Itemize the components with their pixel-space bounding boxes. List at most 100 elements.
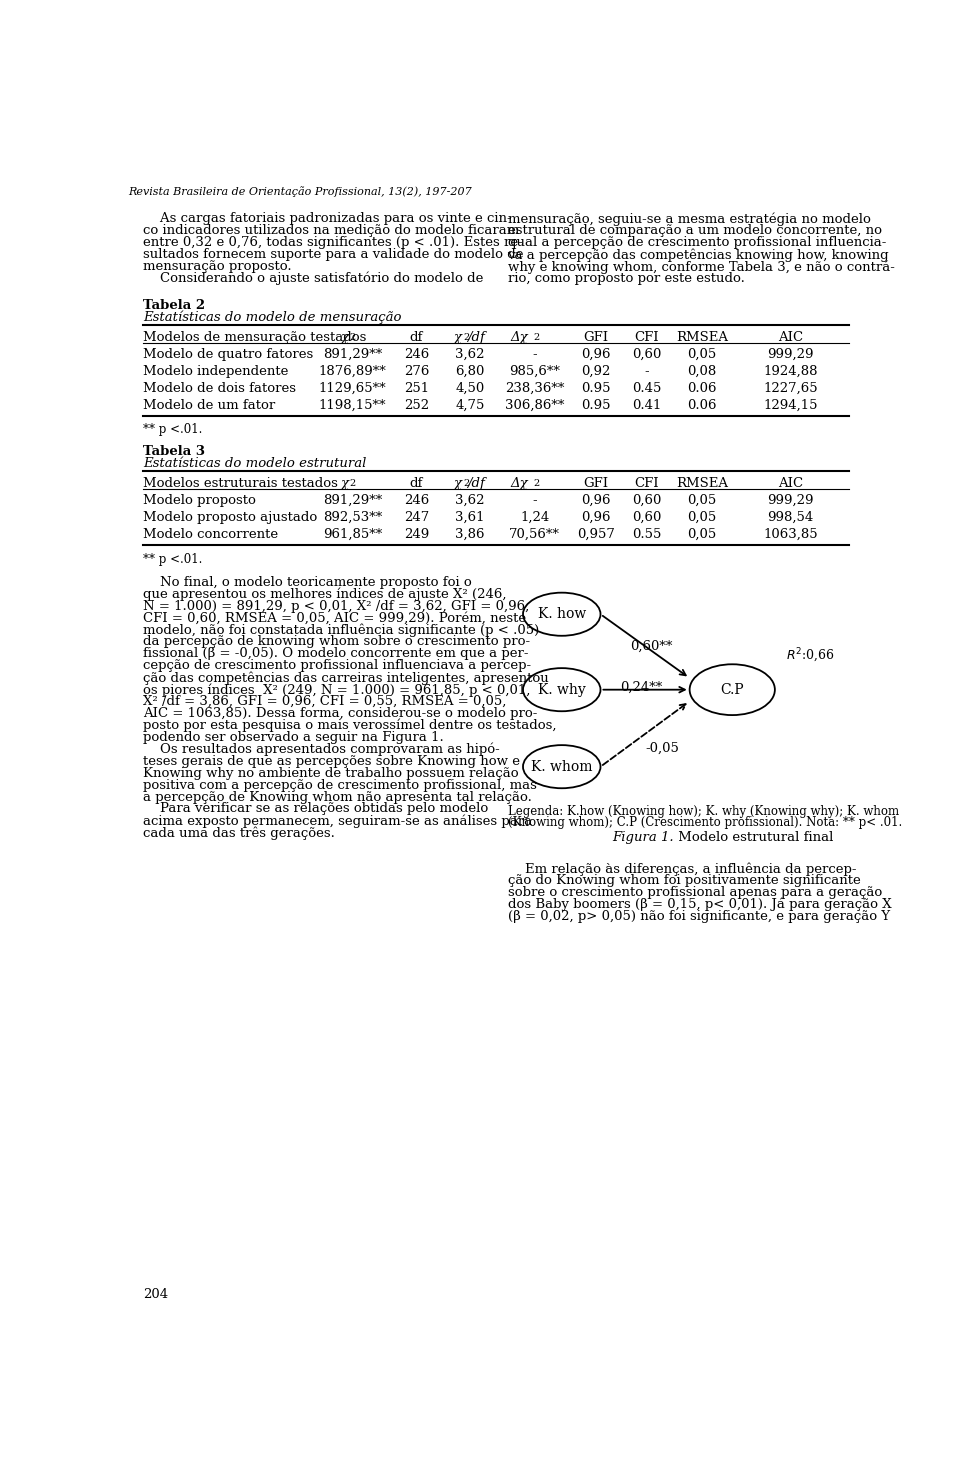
Text: 0,05: 0,05 [687,527,717,541]
Text: mensuração, seguiu-se a mesma estratégia no modelo: mensuração, seguiu-se a mesma estratégia… [508,212,871,226]
Text: qual a percepção de crescimento profissional influencia-: qual a percepção de crescimento profissi… [508,237,886,250]
Text: 2: 2 [463,479,469,488]
Text: posto por esta pesquisa o mais verossímel dentre os testados,: posto por esta pesquisa o mais verossíme… [143,719,557,732]
Text: χ: χ [341,478,348,489]
Text: 1198,15**: 1198,15** [319,399,386,412]
Text: 999,29: 999,29 [767,494,814,507]
Text: 961,85**: 961,85** [323,527,382,541]
Text: 2: 2 [349,333,355,342]
Text: (β = 0,02, p> 0,05) não foi significante, e para geração Y: (β = 0,02, p> 0,05) não foi significante… [508,910,890,923]
Text: 0,60**: 0,60** [630,640,672,653]
Text: 3,86: 3,86 [455,527,485,541]
Text: 891,29**: 891,29** [323,348,382,361]
Text: 252: 252 [404,399,429,412]
Text: 1876,89**: 1876,89** [319,365,386,378]
Text: Estatísticas do modelo estrutural: Estatísticas do modelo estrutural [143,457,367,470]
Text: 0,60: 0,60 [632,348,661,361]
Text: 0.55: 0.55 [632,527,661,541]
Text: Modelo independente: Modelo independente [143,365,289,378]
Text: 247: 247 [404,511,429,524]
Text: AIC: AIC [778,478,803,489]
Text: rio, como proposto por este estudo.: rio, como proposto por este estudo. [508,272,744,285]
Text: 0,60: 0,60 [632,511,661,524]
Text: CFI: CFI [635,330,659,343]
Text: -: - [644,365,649,378]
Text: χ: χ [341,330,348,343]
Text: df: df [410,330,423,343]
Text: 998,54: 998,54 [767,511,813,524]
Text: 2: 2 [463,333,469,342]
Text: X² /df = 3,86, GFI = 0,96, CFI = 0,55, RMSEA = 0,05,: X² /df = 3,86, GFI = 0,96, CFI = 0,55, R… [143,695,507,709]
Text: 4,50: 4,50 [455,381,485,394]
Text: sultados fornecem suporte para a validade do modelo de: sultados fornecem suporte para a validad… [143,248,524,262]
Text: Modelo concorrente: Modelo concorrente [143,527,278,541]
Text: Modelo estrutural final: Modelo estrutural final [674,831,833,844]
Text: positiva com a percepção de crescimento profissional, mas: positiva com a percepção de crescimento … [143,779,538,792]
Text: ção do Knowing whom foi positivamente significante: ção do Knowing whom foi positivamente si… [508,874,860,887]
Text: 0,05: 0,05 [687,348,717,361]
Text: os piores índices  X² (249, N = 1.000) = 961,85, p < 0,01,: os piores índices X² (249, N = 1.000) = … [143,684,531,697]
Text: Considerando o ajuste satisfatório do modelo de: Considerando o ajuste satisfatório do mo… [143,272,484,285]
Text: 0.45: 0.45 [632,381,661,394]
Text: RMSEA: RMSEA [676,330,728,343]
Text: 0,24**: 0,24** [620,681,662,694]
Text: fissional (β = -0,05). O modelo concorrente em que a per-: fissional (β = -0,05). O modelo concorre… [143,647,529,660]
Text: AIC = 1063,85). Dessa forma, considerou-se o modelo pro-: AIC = 1063,85). Dessa forma, considerou-… [143,707,538,720]
Text: χ: χ [454,330,462,343]
Text: 3,62: 3,62 [455,348,485,361]
Text: da percepção de knowing whom sobre o crescimento pro-: da percepção de knowing whom sobre o cre… [143,636,530,649]
Text: 891,29**: 891,29** [323,494,382,507]
Text: 0,05: 0,05 [687,494,717,507]
Text: GFI: GFI [584,478,609,489]
Text: 0,92: 0,92 [582,365,611,378]
Text: 246: 246 [404,348,429,361]
Text: ção das competências das carreiras inteligentes, apresentou: ção das competências das carreiras intel… [143,671,549,685]
Text: K. whom: K. whom [531,760,592,774]
Text: Figura 1.: Figura 1. [612,831,674,844]
Text: Modelo proposto ajustado: Modelo proposto ajustado [143,511,318,524]
Text: Legenda: K.how (Knowing how); K. why (Knowing why); K. whom: Legenda: K.how (Knowing how); K. why (Kn… [508,805,899,818]
Text: K. how: K. how [538,608,586,621]
Text: teses gerais de que as percepções sobre Knowing how e: teses gerais de que as percepções sobre … [143,755,520,767]
Text: Δχ: Δχ [511,330,528,343]
Text: 1063,85: 1063,85 [763,527,818,541]
Text: Os resultados apresentados comprovaram as hipó-: Os resultados apresentados comprovaram a… [143,742,500,757]
Text: Knowing why no ambiente de trabalho possuem relação: Knowing why no ambiente de trabalho poss… [143,767,518,780]
Text: 0,957: 0,957 [577,527,615,541]
Text: Δχ: Δχ [511,478,528,489]
Text: 892,53**: 892,53** [323,511,382,524]
Text: ** p <.01.: ** p <.01. [143,424,203,437]
Text: 3,62: 3,62 [455,494,485,507]
Text: 1,24: 1,24 [520,511,549,524]
Text: 999,29: 999,29 [767,348,814,361]
Text: Revista Brasileira de Orientação Profissional, 13(2), 197-207: Revista Brasileira de Orientação Profiss… [128,186,471,197]
Text: N = 1.000) = 891,29, p < 0,01, X² /df = 3,62, GFI = 0,96,: N = 1.000) = 891,29, p < 0,01, X² /df = … [143,599,530,612]
Text: 246: 246 [404,494,429,507]
Text: ** p <.01.: ** p <.01. [143,552,203,565]
Text: Modelo de dois fatores: Modelo de dois fatores [143,381,297,394]
Text: C.P: C.P [720,682,744,697]
Text: Tabela 3: Tabela 3 [143,444,205,457]
Text: 0,96: 0,96 [582,511,611,524]
Text: /df: /df [467,478,485,489]
Text: 1294,15: 1294,15 [763,399,818,412]
Text: podendo ser observado a seguir na Figura 1.: podendo ser observado a seguir na Figura… [143,730,444,744]
Text: 0,96: 0,96 [582,494,611,507]
Text: 6,80: 6,80 [455,365,485,378]
Text: 1227,65: 1227,65 [763,381,818,394]
Text: 985,6**: 985,6** [509,365,560,378]
Text: 0,08: 0,08 [687,365,717,378]
Text: why e knowing whom, conforme Tabela 3, e não o contrá-: why e knowing whom, conforme Tabela 3, e… [508,260,895,273]
Text: -0,05: -0,05 [645,742,680,755]
Text: No final, o modelo teoricamente proposto foi o: No final, o modelo teoricamente proposto… [143,576,472,589]
Text: a percepção de Knowing whom não apresenta tal relação.: a percepção de Knowing whom não apresent… [143,790,532,804]
Text: acima exposto permanecem, seguiram-se as análises para: acima exposto permanecem, seguiram-se as… [143,814,533,828]
Text: 2: 2 [534,479,540,488]
Text: sobre o crescimento profissional apenas para a geração: sobre o crescimento profissional apenas … [508,885,881,899]
Text: CFI: CFI [635,478,659,489]
Text: 0.06: 0.06 [687,399,717,412]
Text: 1924,88: 1924,88 [763,365,818,378]
Text: 0,96: 0,96 [582,348,611,361]
Text: Modelo de um fator: Modelo de um fator [143,399,276,412]
Text: Modelos estruturais testados: Modelos estruturais testados [143,478,338,489]
